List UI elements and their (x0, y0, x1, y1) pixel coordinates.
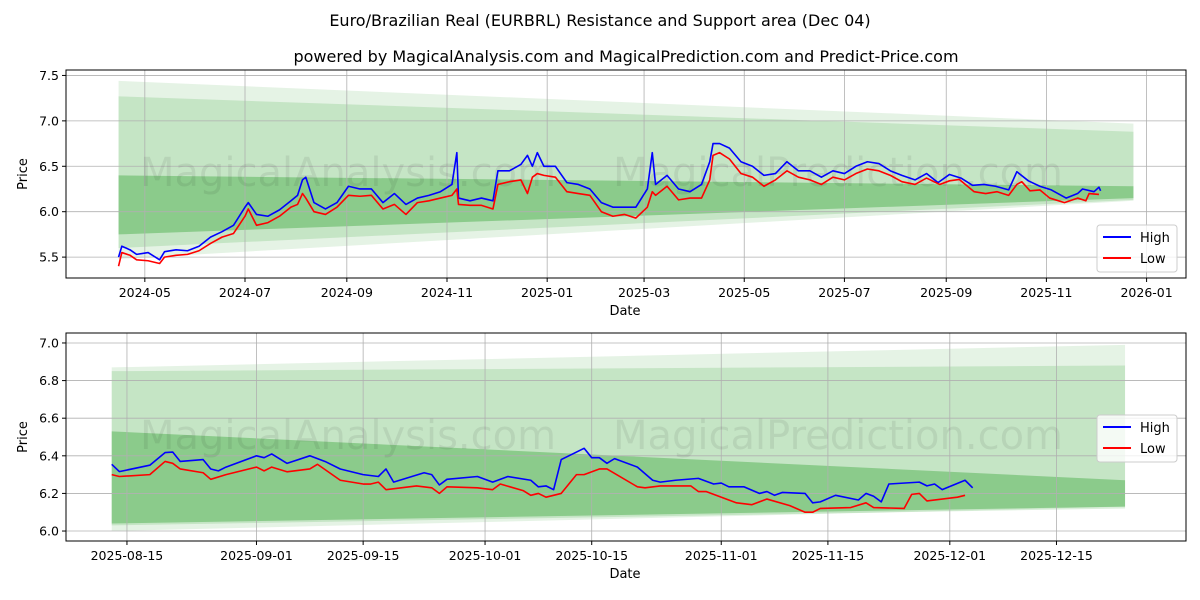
x-tick-label: 2024-07 (219, 285, 271, 300)
x-tick-label: 2025-10-15 (555, 548, 628, 563)
series-line-low (111, 460, 966, 514)
x-tick-label: 2025-10-01 (449, 548, 522, 563)
y-tick-label: 6.2 (39, 486, 59, 501)
support-resistance-band (118, 80, 1134, 259)
watermark-text: MagicalPrediction.com (613, 413, 1063, 459)
x-tick-label: 2025-01 (521, 285, 573, 300)
legend: High Low (1096, 224, 1178, 273)
chart-panel-1: 2024-05 2024-07 2024-09 2024-11 2025-01 2025-… (16, 68, 1187, 319)
y-axis-label: Price (16, 158, 31, 190)
x-tick-label: 2025-07 (818, 285, 870, 300)
x-tick-label: 2025-11-15 (792, 548, 865, 563)
y-tick-label: 6.4 (39, 448, 59, 463)
watermark-text: MagicalPrediction.com (613, 150, 1063, 196)
x-tick-label: 2025-11-01 (685, 548, 758, 563)
y-tick-label: 6.0 (39, 204, 59, 219)
x-tick-label: 2025-12-15 (1020, 548, 1093, 563)
x-axis-label: Date (609, 304, 640, 319)
x-axis-label: Date (609, 567, 640, 582)
watermark-text: MagicalAnalysis.com (140, 150, 556, 196)
x-tick-label: 2025-09-15 (327, 548, 400, 563)
y-tick-label: 6.6 (39, 411, 59, 426)
chart-subtitle: powered by MagicalAnalysis.com and Magic… (293, 47, 958, 66)
series-line-low (117, 151, 1100, 267)
x-tick-label: 2025-03 (618, 285, 670, 300)
x-tick-label: 2024-09 (321, 285, 373, 300)
series-line-high (117, 142, 1102, 261)
x-tick-label: 2025-09-01 (220, 548, 293, 563)
support-resistance-band (111, 431, 1126, 524)
x-tick-label: 2024-05 (119, 285, 171, 300)
support-resistance-band (111, 365, 1126, 526)
y-tick-label: 6.5 (39, 159, 59, 174)
watermark-text: MagicalAnalysis.com (140, 413, 556, 459)
x-tick-label: 2024-11 (421, 285, 473, 300)
x-tick-label: 2025-09 (920, 285, 972, 300)
legend-label-high: High (1140, 421, 1170, 436)
x-tick-label: 2025-05 (718, 285, 770, 300)
legend-label-low: Low (1140, 442, 1166, 457)
y-tick-label: 5.5 (39, 250, 59, 265)
legend: High Low (1096, 414, 1178, 463)
x-tick-label: 2026-01 (1120, 285, 1172, 300)
chart-panel-2: 2025-08-15 2025-09-01 2025-09-15 2025-10-01… (16, 332, 1187, 582)
series-line-high (111, 447, 974, 504)
axes-frame (65, 69, 1187, 279)
y-axis-label: Price (16, 421, 31, 453)
legend-label-high: High (1140, 231, 1170, 246)
x-tick-label: 2025-08-15 (91, 548, 164, 563)
y-tick-label: 6.0 (39, 524, 59, 539)
y-tick-label: 7.0 (39, 335, 59, 350)
x-tick-label: 2025-11 (1020, 285, 1072, 300)
chart-title: Euro/Brazilian Real (EURBRL) Resistance … (329, 11, 870, 30)
x-tick-label: 2025-12-01 (913, 548, 986, 563)
y-tick-label: 7.5 (39, 68, 59, 83)
y-tick-label: 7.0 (39, 113, 59, 128)
y-tick-label: 6.8 (39, 373, 59, 388)
legend-label-low: Low (1140, 252, 1166, 267)
support-resistance-band (118, 96, 1134, 249)
axes-frame (65, 332, 1187, 542)
